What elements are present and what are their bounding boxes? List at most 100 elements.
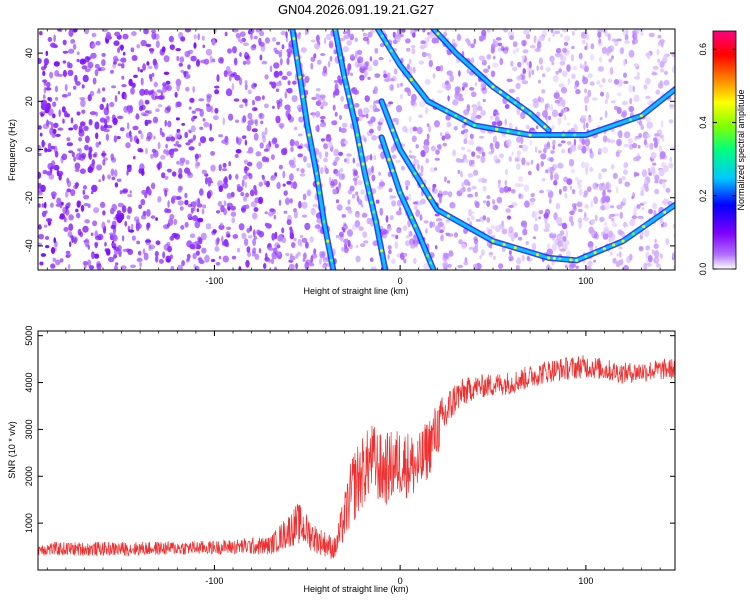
noise-dot [661, 162, 666, 168]
noise-dot [434, 120, 440, 128]
noise-dot [643, 84, 648, 90]
noise-dot [46, 81, 51, 88]
noise-dot [117, 202, 124, 208]
noise-dot [386, 225, 392, 232]
noise-dot [79, 97, 86, 101]
noise-dot [290, 181, 294, 189]
noise-dot [75, 153, 82, 161]
noise-dot [117, 63, 122, 67]
noise-dot [545, 169, 549, 174]
noise-dot [448, 250, 454, 257]
noise-dot [287, 80, 291, 86]
noise-dot [590, 219, 595, 225]
noise-dot [194, 161, 200, 169]
noise-dot [168, 35, 174, 43]
noise-dot [584, 104, 588, 112]
noise-dot [288, 50, 294, 55]
noise-dot [473, 238, 479, 245]
noise-dot [199, 108, 204, 117]
noise-dot [53, 145, 58, 154]
track-inner [333, 29, 387, 270]
noise-dot [619, 251, 622, 258]
noise-dot [148, 73, 153, 80]
noise-dot [477, 105, 483, 111]
noise-dot [261, 60, 268, 65]
noise-dot [428, 59, 433, 68]
noise-dot [88, 146, 93, 154]
noise-dot [471, 185, 477, 190]
noise-dot [407, 193, 412, 202]
noise-dot [396, 83, 400, 88]
noise-dot [607, 33, 611, 41]
track-peak [329, 258, 333, 262]
noise-dot [522, 223, 528, 230]
noise-dot [230, 205, 236, 211]
noise-dot [553, 164, 558, 169]
noise-dot [442, 142, 447, 147]
noise-dot [570, 168, 576, 174]
noise-dot [533, 35, 537, 44]
noise-dot [45, 50, 49, 57]
noise-dot [101, 59, 106, 67]
noise-dot [453, 232, 459, 238]
noise-dot [121, 235, 125, 242]
noise-dot [224, 31, 228, 37]
noise-dot [468, 208, 472, 217]
noise-dot [45, 87, 52, 91]
noise-dot [554, 99, 561, 104]
noise-dot [175, 140, 180, 145]
noise-dot [165, 136, 171, 142]
noise-dot [197, 257, 203, 261]
noise-dot [136, 257, 143, 263]
noise-dot [672, 251, 675, 259]
noise-dot [247, 120, 254, 126]
noise-dot [557, 143, 562, 147]
noise-dot [636, 204, 641, 209]
noise-dot [278, 164, 283, 170]
noise-dot [47, 97, 51, 101]
noise-dot [92, 220, 98, 227]
noise-dot [369, 257, 374, 263]
noise-dot [216, 74, 220, 82]
noise-dot [589, 148, 593, 154]
noise-dot [449, 202, 456, 209]
noise-dot [184, 167, 190, 174]
noise-dot [50, 246, 56, 255]
noise-dot [322, 264, 327, 269]
noise-dot [439, 132, 443, 137]
track-1 [289, 29, 337, 270]
noise-dot [621, 110, 628, 117]
noise-dot [633, 171, 637, 178]
y-tick-label: 0 [24, 147, 34, 152]
x-tick-label: 100 [578, 576, 593, 586]
noise-dot [172, 148, 179, 152]
noise-dot [604, 110, 608, 119]
noise-dot [510, 189, 516, 194]
noise-dot [179, 56, 185, 63]
noise-dot [463, 138, 468, 145]
noise-dot [130, 47, 135, 53]
x-tick-label: 0 [398, 276, 403, 286]
noise-dot [61, 106, 66, 113]
noise-dot [417, 163, 420, 170]
noise-dot [446, 180, 451, 184]
noise-dot [306, 162, 312, 169]
noise-dot [611, 222, 618, 228]
noise-dot [270, 154, 275, 160]
noise-dot [68, 214, 74, 221]
noise-dot [562, 185, 568, 192]
noise-dot [96, 90, 101, 94]
noise-dot [101, 97, 106, 103]
noise-dot [378, 171, 381, 176]
noise-dot [242, 60, 247, 65]
noise-dot [566, 122, 571, 126]
noise-dot [442, 224, 446, 231]
noise-dot [622, 197, 627, 204]
noise-dot [345, 157, 350, 164]
noise-dot [536, 163, 540, 172]
noise-dot [85, 244, 90, 248]
noise-dot [177, 264, 183, 270]
noise-dot [640, 189, 644, 197]
noise-dot [117, 47, 121, 54]
